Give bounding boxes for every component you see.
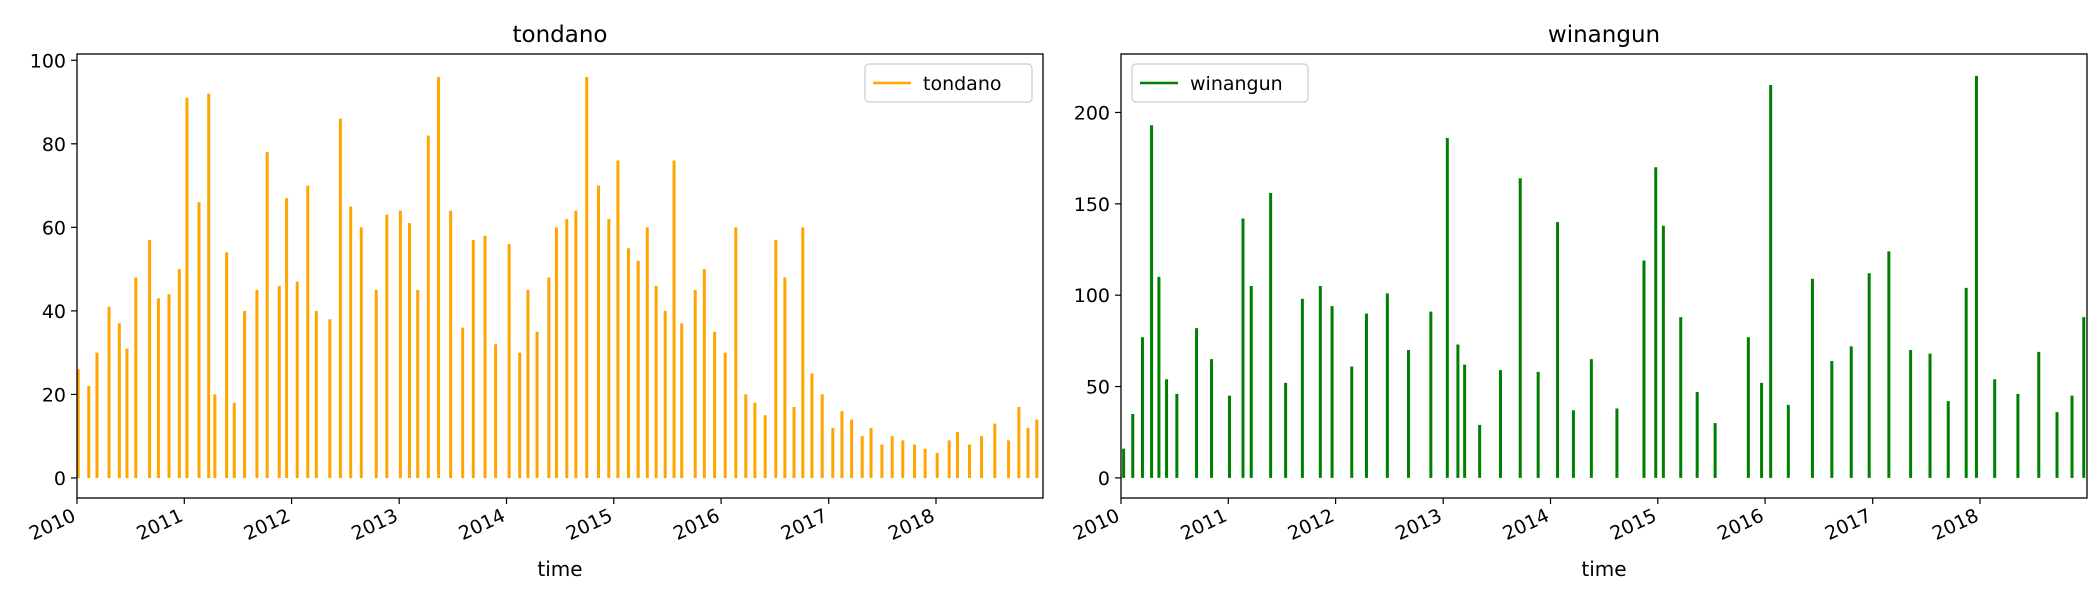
legend-label: winangun — [1190, 73, 1283, 95]
chart-panel-winangun: winangun time 0 50 100 150 200 2010 2011 2012 20… — [1070, 22, 2088, 581]
x-tick-label: 2018 — [1929, 505, 1982, 545]
plot-frame — [1120, 53, 2088, 499]
x-axis-label: time — [1581, 557, 1626, 581]
x-tick-label: 2011 — [1177, 505, 1230, 545]
x-axis-label: time — [537, 557, 582, 581]
x-tick-label: 2016 — [1714, 505, 1767, 545]
y-tick-label: 100 — [1074, 285, 1110, 307]
legend-box — [1131, 63, 1309, 103]
x-tick-label: 2014 — [455, 505, 508, 545]
x-tick-label: 2015 — [1607, 505, 1660, 545]
y-tick-label: 0 — [54, 468, 66, 490]
y-tick-label: 60 — [42, 217, 66, 239]
plot-frame — [76, 53, 1044, 499]
chart-panel-tondano: tondano time 0 20 40 60 80 100 2010 2011 2012 201… — [26, 22, 1044, 581]
x-tick-label: 2016 — [670, 505, 723, 545]
y-tick-label: 200 — [1074, 102, 1110, 124]
y-tick-label: 80 — [42, 134, 66, 156]
x-tick-label: 2013 — [348, 505, 401, 545]
y-tick-label: 40 — [42, 301, 66, 323]
y-tick-label: 50 — [1086, 377, 1110, 399]
x-tick-label: 2018 — [885, 505, 938, 545]
y-tick-label: 20 — [42, 384, 66, 406]
legend-label: tondano — [923, 73, 1002, 95]
y-tick-label: 150 — [1074, 194, 1110, 216]
x-tick-label: 2010 — [1070, 505, 1123, 545]
x-tick-label: 2011 — [133, 505, 186, 545]
x-tick-label: 2017 — [1822, 505, 1875, 545]
x-tick-label: 2017 — [778, 505, 831, 545]
chart-title: winangun — [1548, 22, 1660, 48]
x-tick-label: 2015 — [563, 505, 616, 545]
x-tick-label: 2010 — [26, 505, 79, 545]
y-tick-label: 0 — [1098, 468, 1110, 490]
x-tick-label: 2012 — [1285, 505, 1338, 545]
x-tick-label: 2014 — [1499, 505, 1552, 545]
x-tick-label: 2012 — [241, 505, 294, 545]
y-tick-label: 100 — [30, 50, 66, 72]
x-tick-label: 2013 — [1392, 505, 1445, 545]
legend-box — [864, 63, 1033, 103]
chart-title: tondano — [512, 22, 607, 48]
